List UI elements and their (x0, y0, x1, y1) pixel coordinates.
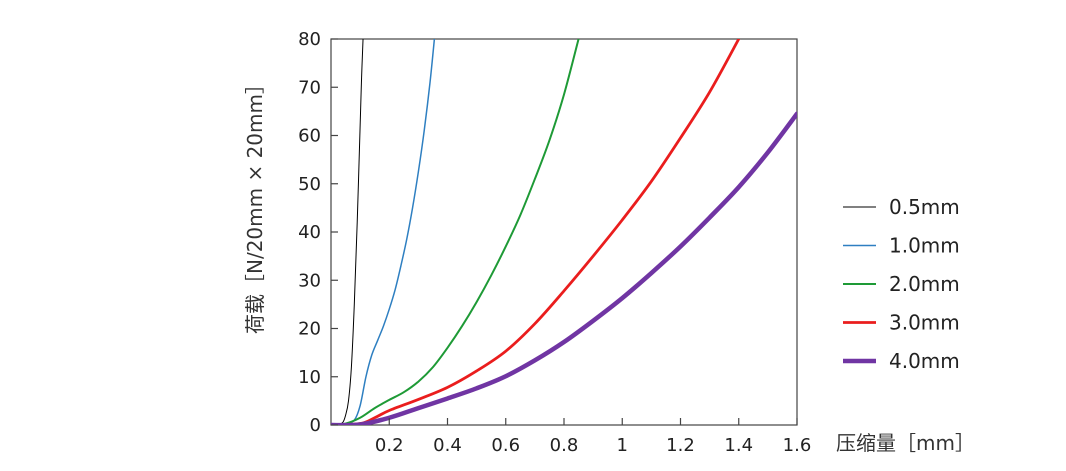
legend-label-2: 2.0mm (889, 272, 960, 296)
y-tick-label: 30 (298, 270, 321, 291)
y-tick-label: 70 (298, 77, 321, 98)
series-line-2 (331, 39, 580, 425)
series-line-3 (331, 39, 741, 425)
y-axis-ticks: 0 10 20 30 40 50 60 70 80 (298, 29, 338, 436)
y-tick-label: 20 (298, 319, 321, 340)
legend-label-1: 1.0mm (889, 234, 960, 258)
legend-label-0: 0.5mm (889, 195, 960, 219)
series-line-4 (331, 111, 797, 425)
y-tick-label: 40 (298, 222, 321, 243)
x-tick-label: 0.8 (550, 435, 579, 456)
x-tick-label: 0.4 (433, 435, 462, 456)
y-tick-label: 50 (298, 174, 321, 195)
legend: 0.5mm 1.0mm 2.0mm 3.0mm 4.0mm (843, 195, 960, 373)
y-tick-label: 10 (298, 367, 321, 388)
x-axis-ticks: 0.2 0.4 0.6 0.8 1 1.2 1.4 1.6 (375, 418, 811, 456)
series-line-0 (336, 39, 364, 425)
series-line-1 (331, 39, 436, 425)
y-axis-title: 荷载［N/20mm × 20mm］ (243, 74, 267, 334)
y-tick-label: 0 (310, 415, 321, 436)
x-tick-label: 0.2 (375, 435, 404, 456)
legend-label-3: 3.0mm (889, 311, 960, 335)
y-tick-label: 60 (298, 126, 321, 147)
x-axis-title: 压缩量［mm］ (836, 431, 975, 455)
x-tick-label: 1 (617, 435, 628, 456)
series-layer (331, 39, 797, 425)
legend-label-4: 4.0mm (889, 349, 960, 373)
x-tick-label: 0.6 (491, 435, 520, 456)
x-tick-label: 1.6 (783, 435, 812, 456)
y-tick-label: 80 (298, 29, 321, 50)
x-tick-label: 1.4 (724, 435, 753, 456)
x-tick-label: 1.2 (666, 435, 695, 456)
